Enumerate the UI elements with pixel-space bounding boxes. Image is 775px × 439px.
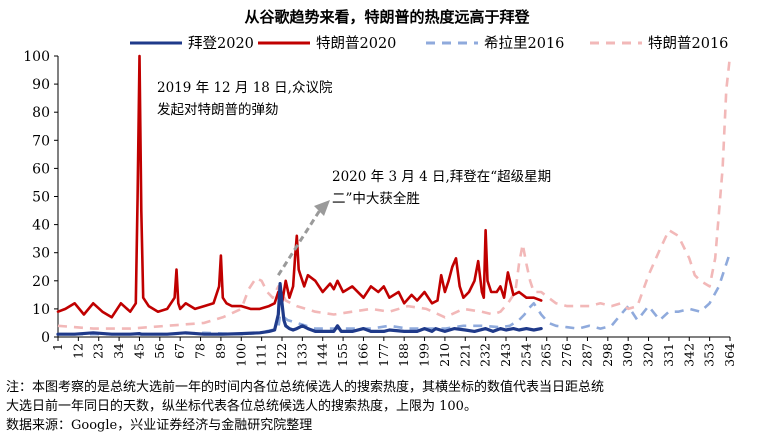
note-line-1: 注：本图考察的是总统大选前一年的时间内各位总统候选人的搜索热度，其横坐标的数值代… — [6, 380, 605, 395]
x-tick-label-243: 243 — [498, 343, 513, 367]
x-tick-label-144: 144 — [315, 343, 330, 367]
annotation-arrow-head — [314, 200, 330, 216]
footer-note: 注：本图考察的是总统大选前一年的时间内各位总统候选人的搜索热度，其横坐标的数值代… — [6, 378, 772, 435]
x-tick-label-199: 199 — [417, 343, 432, 367]
y-tick-label-20: 20 — [32, 274, 50, 290]
annotation-1-line-1: 2019 年 12 月 18 日,众议院 — [157, 80, 333, 96]
series-line--2020 — [56, 54, 543, 319]
y-tick-label-60: 60 — [32, 161, 50, 177]
x-tick-label-89: 89 — [213, 343, 228, 359]
x-tick-label-67: 67 — [172, 343, 187, 359]
x-tick-label-309: 309 — [620, 343, 635, 367]
x-tick-label-56: 56 — [152, 343, 167, 359]
x-tick-label-45: 45 — [131, 343, 146, 359]
x-tick-label-155: 155 — [335, 343, 350, 367]
x-tick-label-298: 298 — [600, 343, 615, 367]
x-tick-label-320: 320 — [641, 343, 656, 367]
x-tick-label-232: 232 — [478, 343, 493, 367]
source-line: 数据来源：Google，兴业证券经济与金融研究院整理 — [6, 418, 313, 433]
legend-label--2020: 特朗普2020 — [316, 35, 396, 52]
y-tick-label-10: 10 — [32, 302, 50, 318]
x-tick-label-265: 265 — [539, 343, 554, 367]
x-tick-label-177: 177 — [376, 343, 391, 367]
legend-label--2020: 拜登2020 — [188, 35, 254, 52]
note-line-2: 大选日前一年同日的天数，纵坐标代表各位总统候选人的搜索热度，上限为 100。 — [6, 399, 477, 414]
x-tick-label-1: 1 — [50, 343, 65, 351]
annotation-2-line-2: 二”中大获全胜 — [332, 190, 420, 207]
y-tick-label-70: 70 — [32, 133, 50, 149]
x-tick-label-111: 111 — [254, 343, 269, 367]
y-axis: 0 10 20 30 40 50 60 70 80 90 100 — [23, 49, 59, 346]
x-tick-label-122: 122 — [274, 343, 289, 367]
y-tick-label-50: 50 — [32, 190, 50, 206]
legend-label--2016: 希拉里2016 — [484, 35, 564, 52]
x-tick-label-221: 221 — [457, 343, 472, 367]
x-tick-label-100: 100 — [233, 343, 248, 367]
y-tick-label-30: 30 — [32, 246, 50, 262]
legend-label--2016: 特朗普2016 — [648, 35, 728, 52]
series-line--2020 — [56, 282, 543, 336]
x-tick-label-23: 23 — [91, 343, 106, 359]
legend: 拜登2020 特朗普2020 希拉里2016 特朗普2016 — [130, 35, 728, 52]
x-tick-label-12: 12 — [70, 343, 85, 359]
series-line--2016 — [57, 55, 732, 330]
x-tick-label-353: 353 — [702, 343, 717, 367]
x-tick-label-210: 210 — [437, 343, 452, 367]
x-tick-label-254: 254 — [518, 343, 533, 367]
x-tick-label-342: 342 — [681, 343, 696, 367]
x-tick-label-133: 133 — [294, 343, 309, 367]
x-tick-label-78: 78 — [193, 343, 208, 359]
x-axis: 1 12 23 34 45 56 67 78 89 100 111 122 133 144 155 166 17… — [50, 336, 737, 367]
plot-series — [56, 54, 732, 336]
chart-title: 从谷歌趋势来看，特朗普的热度远高于拜登 — [244, 8, 530, 26]
annotation-1-line-2: 发起对特朗普的弹劾 — [157, 102, 279, 118]
x-tick-label-166: 166 — [355, 343, 370, 367]
y-tick-label-0: 0 — [41, 330, 50, 346]
x-tick-label-287: 287 — [579, 343, 594, 367]
y-tick-label-80: 80 — [32, 105, 50, 121]
x-tick-label-331: 331 — [661, 343, 676, 367]
annotation-2-line-1: 2020 年 3 月 4 日,拜登在“超级星期 — [332, 169, 551, 185]
chart: 从谷歌趋势来看，特朗普的热度远高于拜登 拜登2020 特朗普2020 希拉里2016… — [23, 8, 737, 367]
y-tick-label-100: 100 — [23, 49, 50, 65]
annotation-arrow-line — [277, 209, 322, 276]
y-tick-label-40: 40 — [32, 218, 50, 234]
series-line--2016 — [58, 252, 732, 336]
x-tick-label-188: 188 — [396, 343, 411, 367]
x-tick-label-34: 34 — [111, 343, 126, 359]
y-tick-label-90: 90 — [32, 77, 50, 93]
x-tick-label-364: 364 — [722, 343, 737, 367]
x-tick-label-276: 276 — [559, 343, 574, 367]
